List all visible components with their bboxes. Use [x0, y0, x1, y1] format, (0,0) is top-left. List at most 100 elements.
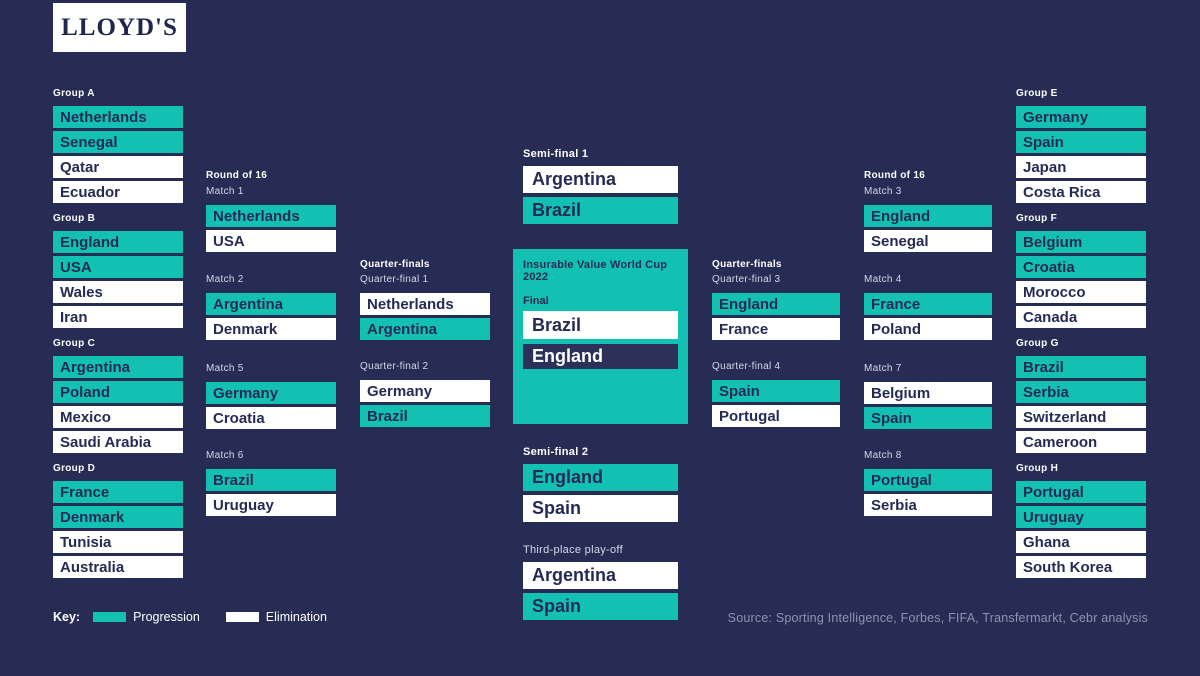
- semi-final-label: Semi-final 1: [523, 148, 589, 160]
- group-a: Group A Netherlands Senegal Qatar Ecuado…: [53, 88, 183, 206]
- team-cell: Denmark: [206, 318, 336, 340]
- team-cell: USA: [53, 256, 183, 278]
- team-cell: Senegal: [864, 230, 992, 252]
- team-cell: Belgium: [864, 382, 992, 404]
- match-label: Match 1: [206, 186, 244, 197]
- source-attribution: Source: Sporting Intelligence, Forbes, F…: [727, 611, 1148, 625]
- team-cell: Uruguay: [1016, 506, 1146, 528]
- semi-final-label: Semi-final 2: [523, 446, 589, 458]
- team-cell: Mexico: [53, 406, 183, 428]
- group-e: Group E Germany Spain Japan Costa Rica: [1016, 88, 1146, 206]
- quarter-finals-header-right: Quarter-finals: [712, 259, 782, 270]
- team-cell: Canada: [1016, 306, 1146, 328]
- team-cell: Germany: [1016, 106, 1146, 128]
- team-cell: Qatar: [53, 156, 183, 178]
- team-cell: Morocco: [1016, 281, 1146, 303]
- team-cell: USA: [206, 230, 336, 252]
- semi-final-1: Semi-final 1 Argentina Brazil: [523, 148, 678, 228]
- team-cell: Cameroon: [1016, 431, 1146, 453]
- legend-title: Key:: [53, 610, 81, 624]
- legend: Key: Progression Elimination: [53, 610, 327, 624]
- team-cell: Brazil: [360, 405, 490, 427]
- team-cell: Costa Rica: [1016, 181, 1146, 203]
- team-cell: France: [53, 481, 183, 503]
- team-cell: Poland: [864, 318, 992, 340]
- team-cell: Saudi Arabia: [53, 431, 183, 453]
- team-cell: Netherlands: [206, 205, 336, 227]
- match-label: Quarter-final 2: [360, 361, 429, 372]
- group-label: Group B: [53, 213, 96, 224]
- match-3: Match 3 England Senegal: [864, 186, 992, 255]
- third-place-playoff: Third-place play-off Argentina Spain: [523, 544, 678, 624]
- group-h: Group H Portugal Uruguay Ghana South Kor…: [1016, 463, 1146, 581]
- group-f: Group F Belgium Croatia Morocco Canada: [1016, 213, 1146, 331]
- team-cell: Spain: [523, 495, 678, 522]
- team-cell: Serbia: [1016, 381, 1146, 403]
- team-cell: Senegal: [53, 131, 183, 153]
- team-cell: Portugal: [712, 405, 840, 427]
- match-label: Quarter-final 3: [712, 274, 781, 285]
- team-cell: Belgium: [1016, 231, 1146, 253]
- team-cell: Brazil: [523, 197, 678, 224]
- legend-label: Progression: [133, 610, 200, 624]
- match-label: Match 5: [206, 363, 244, 374]
- match-2: Match 2 Argentina Denmark: [206, 274, 336, 343]
- third-place-label: Third-place play-off: [523, 544, 623, 556]
- quarter-final-2: Quarter-final 2 Germany Brazil: [360, 361, 490, 430]
- quarter-final-4: Quarter-final 4 Spain Portugal: [712, 361, 840, 430]
- match-label: Match 4: [864, 274, 902, 285]
- group-label: Group H: [1016, 463, 1059, 474]
- match-label: Match 6: [206, 450, 244, 461]
- team-cell: France: [712, 318, 840, 340]
- team-cell: Switzerland: [1016, 406, 1146, 428]
- team-cell: Uruguay: [206, 494, 336, 516]
- team-cell: Serbia: [864, 494, 992, 516]
- team-cell: Ghana: [1016, 531, 1146, 553]
- team-cell: Netherlands: [53, 106, 183, 128]
- group-b: Group B England USA Wales Iran: [53, 213, 183, 331]
- team-cell: Spain: [712, 380, 840, 402]
- team-cell: Iran: [53, 306, 183, 328]
- group-label: Group E: [1016, 88, 1058, 99]
- final-winner-cell: Brazil: [523, 311, 678, 339]
- final-runner-up-cell: England: [523, 344, 678, 369]
- semi-final-2: Semi-final 2 England Spain: [523, 446, 678, 526]
- match-label: Match 8: [864, 450, 902, 461]
- legend-label: Elimination: [265, 610, 327, 624]
- group-g: Group G Brazil Serbia Switzerland Camero…: [1016, 338, 1146, 456]
- match-8: Match 8 Portugal Serbia: [864, 450, 992, 519]
- elimination-swatch: [225, 612, 259, 622]
- team-cell: Spain: [523, 593, 678, 620]
- team-cell: Argentina: [206, 293, 336, 315]
- match-label: Match 3: [864, 186, 902, 197]
- group-label: Group G: [1016, 338, 1059, 349]
- final-box: Insurable Value World Cup 2022 Final Bra…: [513, 249, 688, 424]
- team-cell: Argentina: [53, 356, 183, 378]
- group-c: Group C Argentina Poland Mexico Saudi Ar…: [53, 338, 183, 456]
- team-cell: Croatia: [1016, 256, 1146, 278]
- team-cell: England: [523, 464, 678, 491]
- team-cell: Germany: [206, 382, 336, 404]
- match-4: Match 4 France Poland: [864, 274, 992, 343]
- quarter-finals-header-left: Quarter-finals: [360, 259, 430, 270]
- team-cell: Spain: [1016, 131, 1146, 153]
- match-label: Match 2: [206, 274, 244, 285]
- match-5: Match 5 Germany Croatia: [206, 363, 336, 432]
- group-label: Group D: [53, 463, 96, 474]
- round-of-16-header-right: Round of 16: [864, 170, 926, 181]
- infographic-title: Insurable Value World Cup 2022: [523, 259, 668, 283]
- team-cell: South Korea: [1016, 556, 1146, 578]
- group-label: Group C: [53, 338, 96, 349]
- match-7: Match 7 Belgium Spain: [864, 363, 992, 432]
- team-cell: Ecuador: [53, 181, 183, 203]
- team-cell: Denmark: [53, 506, 183, 528]
- team-cell: France: [864, 293, 992, 315]
- group-label: Group F: [1016, 213, 1057, 224]
- team-cell: Poland: [53, 381, 183, 403]
- group-label: Group A: [53, 88, 95, 99]
- team-cell: Portugal: [1016, 481, 1146, 503]
- team-cell: Brazil: [206, 469, 336, 491]
- group-d: Group D France Denmark Tunisia Australia: [53, 463, 183, 581]
- team-cell: Wales: [53, 281, 183, 303]
